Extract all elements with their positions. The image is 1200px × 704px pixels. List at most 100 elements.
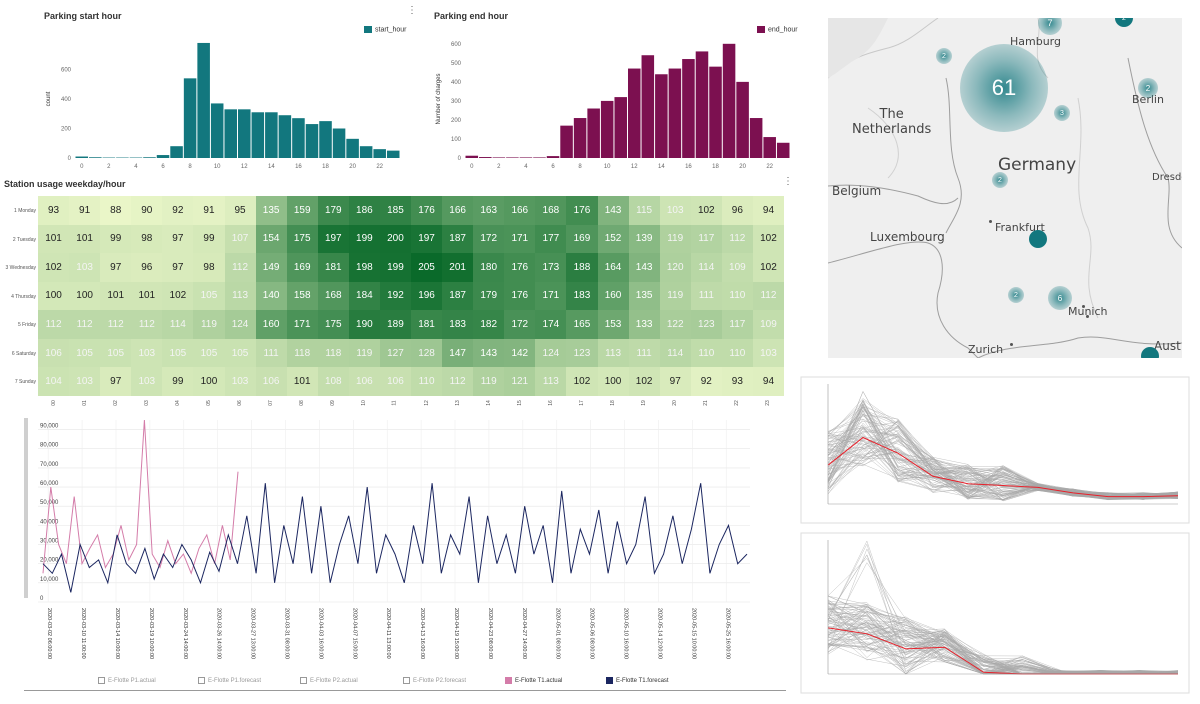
bar (506, 157, 519, 158)
heatmap-cell: 183 (566, 281, 598, 311)
heatmap-cell: 123 (690, 310, 722, 339)
heatmap-cell: 164 (597, 253, 629, 282)
bar (492, 157, 506, 158)
map-cluster-bubble[interactable]: 3 (1054, 105, 1070, 121)
bar (695, 51, 709, 158)
x-tick-label: 14 (268, 164, 275, 170)
map-label: Belgium (832, 184, 882, 198)
heatmap-cell: 176 (566, 196, 598, 225)
map-label: Berlin (1132, 93, 1164, 106)
legend-item[interactable]: E-Flotte P2.actual (300, 677, 358, 684)
grey-series-line (827, 602, 1179, 675)
timeseries-scrollbar[interactable] (24, 418, 28, 598)
x-tick-label: 2020-04-11 13:00:00 (385, 608, 391, 659)
map-cluster-bubble[interactable]: 2 (1008, 287, 1024, 303)
map-cluster-bubble[interactable]: 2 (1115, 18, 1133, 27)
line-spaghetti-top (800, 376, 1190, 524)
heatmap-cell: 97 (162, 224, 194, 254)
bar (546, 156, 560, 158)
x-tick-label: 2020-05-14 12:00:00 (656, 608, 662, 659)
x-tick-label: 20 (739, 164, 746, 170)
heatmap-cell: 119 (659, 224, 691, 254)
x-tick-label: 8 (188, 164, 192, 170)
heatmap-col-label: 23 (765, 400, 772, 406)
heatmap-cell: 93 (721, 367, 753, 396)
heatmap-cell: 112 (442, 367, 474, 396)
map-cluster-bubble[interactable]: 6 (1048, 286, 1072, 310)
map-marker[interactable] (1029, 230, 1047, 248)
heatmap-cell: 98 (131, 224, 163, 254)
bar (332, 128, 346, 158)
legend-item[interactable]: E-Flotte P1.forecast (198, 677, 261, 684)
map-panel[interactable]: Hamburg Berlin The Netherlands Germany Belgi… (828, 18, 1182, 358)
y-tick-label: 100 (451, 137, 462, 143)
heatmap-row-label: 2 Tuesday (12, 236, 36, 243)
heatmap-cell: 95 (224, 196, 256, 225)
y-tick-label: 600 (451, 42, 462, 48)
map-cluster-bubble[interactable]: 2 (1138, 78, 1158, 98)
map-cluster-bubble[interactable]: 2 (992, 172, 1008, 188)
heatmap-cell: 112 (131, 310, 163, 339)
legend-item[interactable]: E-Flotte T1.forecast (606, 677, 669, 684)
heatmap-cell: 165 (566, 310, 598, 339)
bar (265, 112, 278, 158)
heatmap-cell: 103 (131, 338, 163, 368)
heatmap-cell: 175 (286, 224, 318, 254)
bar (736, 81, 749, 158)
y-tick-label: 40,000 (40, 519, 59, 525)
heatmap-cell: 147 (442, 338, 474, 368)
map-cluster-bubble[interactable]: 2 (936, 48, 952, 64)
series-line-t1-actual (42, 419, 239, 575)
x-tick-label: 2020-05-25 16:00:00 (724, 608, 730, 659)
x-tick-label: 6 (551, 164, 555, 170)
station-usage-menu-icon[interactable]: ⋮ (783, 176, 793, 187)
grey-series-line (827, 427, 1179, 496)
heatmap-cell: 110 (411, 367, 443, 396)
heatmap-row-label: 3 Wednesday (5, 265, 36, 272)
bar (197, 42, 210, 159)
heatmap-cell: 160 (255, 310, 287, 339)
heatmap-cell: 140 (255, 281, 287, 311)
map-label: Aust (1154, 339, 1181, 353)
legend-swatch (606, 677, 613, 684)
heatmap-cell: 98 (193, 253, 225, 282)
x-tick-label: 2 (497, 164, 501, 170)
heatmap-col-label: 14 (485, 400, 492, 406)
heatmap-cell: 105 (224, 338, 256, 368)
heatmap-row-label: 1 Monday (14, 208, 36, 214)
legend-item[interactable]: E-Flotte P2.forecast (403, 677, 466, 684)
y-axis-label: count (46, 91, 52, 106)
x-tick-label: 10 (604, 164, 611, 170)
y-tick-label: 0 (40, 596, 44, 602)
heatmap-cell: 199 (379, 253, 411, 282)
map-cluster-bubble[interactable]: 7 (1038, 18, 1062, 35)
x-tick-label: 2020-05-06 08:00:00 (589, 608, 595, 659)
map-marker[interactable] (1141, 347, 1159, 358)
heatmap-cell: 112 (224, 253, 256, 282)
heatmap-cell: 105 (193, 281, 225, 311)
heatmap-cell: 149 (255, 253, 287, 282)
x-tick-label: 2020-03-31 08:00:00 (284, 608, 290, 659)
heatmap-cell: 166 (442, 196, 474, 225)
heatmap-col-label: 18 (609, 400, 616, 406)
heatmap-cell: 94 (752, 196, 784, 225)
grey-series-line (827, 437, 1179, 500)
heatmap-col-label: 21 (703, 400, 710, 406)
map-cluster-bubble[interactable]: 61 (960, 44, 1048, 132)
legend-item[interactable]: E-Flotte P1.actual (98, 677, 156, 684)
start-hour-menu-icon[interactable]: ⋮ (407, 5, 417, 16)
heatmap-cell: 122 (659, 310, 691, 339)
y-tick-label: 200 (451, 118, 462, 124)
legend-swatch (403, 677, 410, 684)
heatmap-cell: 113 (224, 281, 256, 311)
x-tick-label: 2020-04-13 16:00:00 (419, 608, 425, 659)
grey-series-line (827, 438, 1179, 500)
legend-item[interactable]: E-Flotte T1.actual (505, 677, 562, 684)
heatmap-cell: 94 (752, 367, 784, 396)
cluster-count: 2 (998, 176, 1002, 184)
heatmap-cell: 104 (38, 367, 70, 396)
y-tick-label: 60,000 (40, 481, 59, 487)
heatmap-cell: 124 (535, 338, 567, 368)
heatmap-cell: 177 (535, 224, 567, 254)
heatmap-cell: 171 (504, 224, 536, 254)
